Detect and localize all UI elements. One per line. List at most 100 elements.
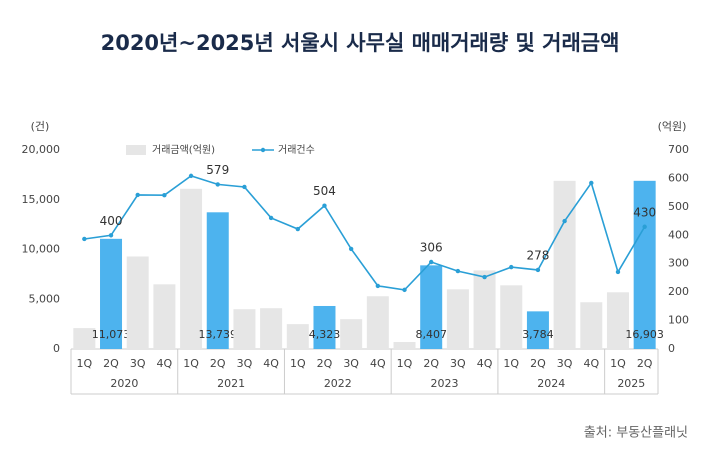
x-tick-label: 1Q	[397, 357, 413, 370]
legend-label: 거래금액(억원)	[152, 144, 215, 156]
legend-label: 거래건수	[278, 144, 315, 156]
bar	[446, 289, 469, 349]
line-value-label: 306	[420, 241, 443, 255]
line-marker	[615, 269, 621, 275]
line-marker	[642, 224, 647, 229]
bar	[313, 305, 336, 349]
x-tick-label: 1Q	[183, 357, 199, 370]
bar	[100, 238, 123, 349]
bar	[473, 270, 496, 349]
bar-value-label: 16,903	[625, 328, 664, 341]
bar	[633, 180, 656, 349]
bar	[153, 284, 176, 349]
source: 출처: 부동산플래닛	[584, 426, 688, 441]
line-marker	[215, 182, 220, 187]
legend-swatch	[126, 145, 146, 155]
x-tick-label: 1Q	[610, 357, 626, 370]
bar-value-label: 3,784	[522, 328, 554, 341]
y-tick-label: 0	[53, 342, 60, 355]
bar	[580, 302, 603, 349]
y2-tick-label: 600	[668, 171, 689, 184]
y2-tick-label: 0	[668, 342, 675, 355]
x-tick-label: 4Q	[263, 357, 279, 370]
line-marker	[562, 218, 567, 224]
line-marker	[188, 173, 194, 179]
x-group-label: 2023	[431, 377, 459, 390]
x-tick-label: 2Q	[103, 357, 119, 370]
x-tick-label: 2Q	[423, 357, 439, 370]
line-marker	[455, 268, 461, 274]
line-marker	[242, 184, 247, 190]
line-value-label: 278	[526, 248, 549, 262]
line-marker	[509, 264, 514, 270]
y2-tick-label: 300	[668, 257, 689, 270]
line-marker	[375, 283, 381, 289]
bar	[526, 311, 549, 349]
line-value-label: 430	[633, 205, 656, 219]
x-tick-label: 4Q	[370, 357, 386, 370]
x-tick-label: 1Q	[290, 357, 306, 370]
bar-value-label: 8,407	[415, 328, 447, 341]
bar	[366, 296, 389, 349]
line-value-label: 504	[313, 184, 336, 198]
bar-value-label: 13,739	[199, 328, 238, 341]
line-marker	[348, 246, 354, 252]
y-tick-label: 5,000	[29, 292, 61, 305]
bar	[180, 188, 203, 349]
x-tick-label: 3Q	[237, 357, 253, 370]
line-marker	[295, 226, 300, 232]
x-tick-label: 1Q	[503, 357, 519, 370]
bar	[340, 319, 363, 349]
bar	[500, 285, 523, 349]
x-tick-label: 2Q	[530, 357, 546, 370]
line-marker	[108, 233, 114, 238]
y2-tick-label: 700	[668, 143, 689, 156]
x-group-label: 2025	[617, 377, 645, 390]
y2-tick-label: 100	[668, 314, 689, 327]
bar	[126, 256, 149, 349]
line-marker	[429, 259, 434, 265]
x-tick-label: 3Q	[450, 357, 466, 370]
bar	[206, 212, 229, 349]
line-marker	[268, 215, 274, 221]
y-tick-label: 15,000	[22, 193, 61, 206]
x-tick-label: 3Q	[557, 357, 573, 370]
x-tick-label: 2Q	[317, 357, 333, 370]
y2-tick-label: 200	[668, 285, 689, 298]
line-value-label: 400	[100, 214, 123, 228]
line-marker	[589, 180, 594, 186]
line-marker	[402, 287, 407, 293]
x-tick-label: 2Q	[637, 357, 653, 370]
y2-unit: (억원)	[658, 120, 687, 133]
line-marker	[162, 193, 167, 198]
x-group-label: 2021	[217, 377, 245, 390]
x-tick-label: 1Q	[77, 357, 93, 370]
chart-title: 2020년~2025년 서울시 사무실 매매거래량 및 거래금액	[101, 31, 620, 55]
bar	[420, 265, 443, 349]
y-tick-label: 20,000	[22, 143, 61, 156]
x-tick-label: 3Q	[130, 357, 146, 370]
legend-swatch-marker	[260, 147, 266, 153]
x-tick-label: 2Q	[210, 357, 226, 370]
bar	[286, 324, 309, 349]
y-unit: (건)	[31, 120, 50, 133]
line-marker	[135, 192, 140, 198]
x-tick-label: 4Q	[157, 357, 173, 370]
line-marker	[535, 267, 541, 273]
y-tick-label: 10,000	[22, 243, 61, 256]
x-tick-label: 3Q	[343, 357, 359, 370]
bar	[393, 342, 416, 349]
line-marker	[82, 236, 87, 242]
x-group-label: 2024	[537, 377, 565, 390]
x-tick-label: 4Q	[583, 357, 599, 370]
x-group-label: 2020	[110, 377, 138, 390]
x-group-label: 2022	[324, 377, 352, 390]
bar-value-label: 11,073	[92, 328, 131, 341]
bar-value-label: 4,323	[309, 328, 341, 341]
line	[84, 174, 646, 291]
y2-tick-label: 400	[668, 228, 689, 241]
bar	[233, 309, 256, 349]
x-tick-label: 4Q	[477, 357, 493, 370]
bar	[73, 328, 96, 349]
